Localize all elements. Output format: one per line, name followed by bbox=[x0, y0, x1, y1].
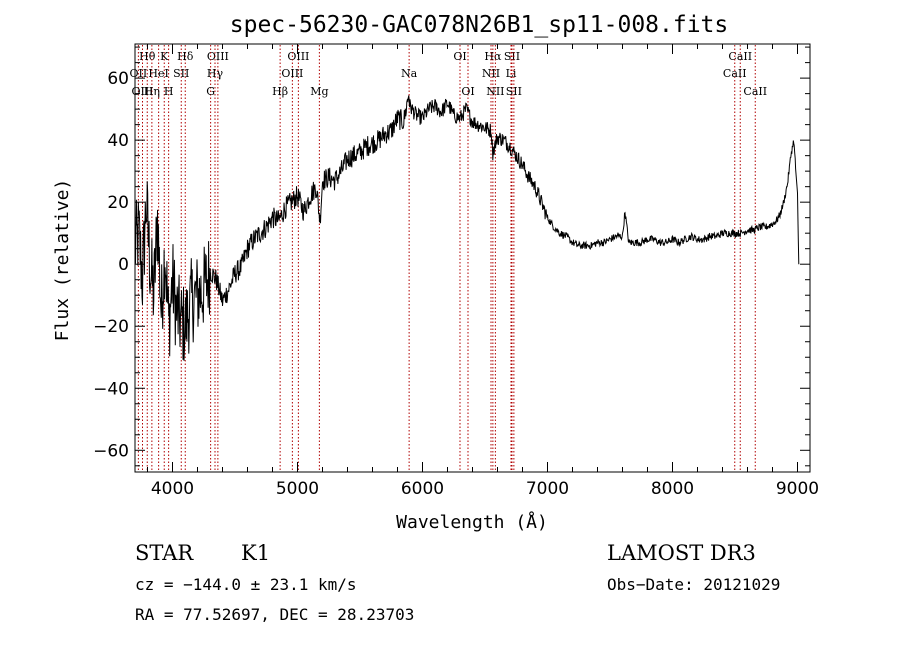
object-subclass: K1 bbox=[241, 541, 270, 565]
spectral-line-label: Hα bbox=[484, 50, 502, 63]
spectral-line-label: CaII bbox=[723, 67, 747, 80]
y-tick-label: 40 bbox=[107, 131, 129, 151]
spectral-line-label: SII bbox=[504, 50, 520, 63]
spectral-line-label: Hδ bbox=[177, 50, 194, 63]
spectral-line-label: OIII bbox=[207, 50, 229, 63]
spectral-line-label: CaII bbox=[743, 85, 767, 98]
spectral-line-label: OI bbox=[461, 85, 474, 98]
spectral-line-label: Hγ bbox=[207, 67, 224, 80]
spectral-line-label: OIII bbox=[287, 50, 309, 63]
plot-frame bbox=[134, 43, 811, 473]
y-tick-label: 60 bbox=[107, 69, 129, 89]
x-tick-label: 4000 bbox=[151, 479, 194, 499]
spectral-line-label: Hβ bbox=[272, 85, 288, 98]
spectral-line-label: Hθ bbox=[139, 50, 156, 63]
y-tick-label: −20 bbox=[93, 317, 129, 337]
spectral-line-label: H bbox=[164, 85, 174, 98]
y-axis-label: Flux (relative) bbox=[52, 179, 73, 342]
object-class: STAR bbox=[135, 541, 194, 565]
spectral-line-label: NII bbox=[486, 85, 504, 98]
x-tick-label: 7000 bbox=[526, 479, 569, 499]
spectral-line-label: Li bbox=[506, 67, 517, 80]
spectral-line-label: SII bbox=[506, 85, 522, 98]
spectral-line-label: CaII bbox=[728, 50, 752, 63]
spectral-line-label: Mg bbox=[310, 85, 328, 98]
flux-series-line bbox=[134, 95, 800, 361]
spectral-line-label: Hη bbox=[144, 85, 160, 98]
spectral-line-label: OIII bbox=[131, 85, 153, 98]
y-tick-label: 0 bbox=[118, 255, 129, 275]
spectral-line-label: Na bbox=[401, 67, 418, 80]
spectral-line-label: OIII bbox=[281, 67, 303, 80]
y-tick-label: −40 bbox=[93, 379, 129, 399]
spectral-line-label: HeI bbox=[148, 67, 168, 80]
x-tick-label: 6000 bbox=[401, 479, 444, 499]
coordinates: RA = 77.52697, DEC = 28.23703 bbox=[135, 605, 414, 624]
survey-name: LAMOST DR3 bbox=[607, 541, 756, 565]
spectral-line-label: K bbox=[160, 50, 169, 63]
x-axis-label: Wavelength (Å) bbox=[396, 511, 548, 533]
redshift-velocity: cz = −144.0 ± 23.1 km/s bbox=[135, 575, 357, 594]
y-tick-label: 20 bbox=[107, 193, 129, 213]
y-tick-label: −60 bbox=[93, 441, 129, 461]
x-tick-label: 8000 bbox=[651, 479, 694, 499]
spectral-line-label: G bbox=[206, 85, 215, 98]
spectral-line-label: SII bbox=[173, 67, 189, 80]
observation-date: Obs−Date: 20121029 bbox=[607, 575, 780, 594]
spectral-line-label: NII bbox=[482, 67, 500, 80]
spectral-line-label: OI bbox=[453, 50, 466, 63]
chart-title: spec-56230-GAC078N26B1_sp11-008.fits bbox=[230, 12, 729, 38]
x-tick-label: 9000 bbox=[776, 479, 819, 499]
x-tick-label: 5000 bbox=[276, 479, 319, 499]
